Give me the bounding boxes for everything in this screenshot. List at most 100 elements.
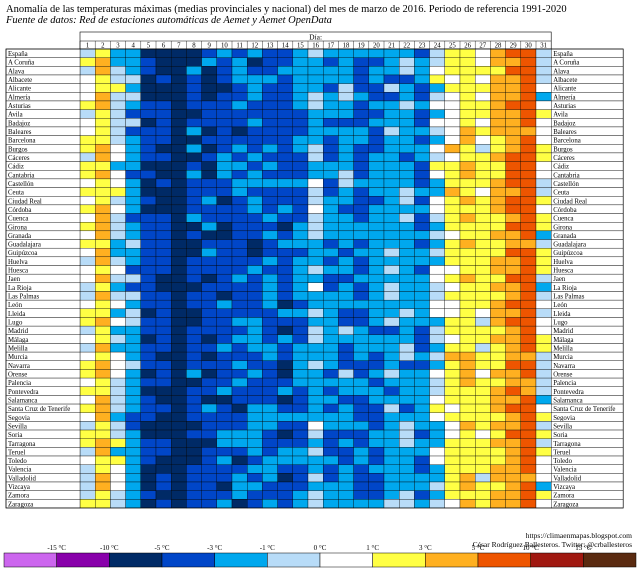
row-label-left: Santa Cruz de Tenerife — [8, 406, 70, 413]
legend-swatch — [425, 552, 479, 568]
day-label: 1 — [86, 42, 89, 49]
row-label-left: Ceuta — [8, 190, 24, 197]
day-axis-label: Día: — [309, 33, 322, 42]
row-label-left: Baleares — [8, 129, 32, 136]
row-label-right: Barcelona — [553, 138, 581, 145]
legend-tick-label: 0 °C — [314, 544, 327, 552]
row-label-right: Jaen — [553, 276, 566, 283]
row-label-right: Navarra — [553, 363, 575, 370]
row-label-left: Cáceres — [8, 155, 30, 162]
row-label-right: Girona — [553, 224, 572, 231]
row-label-right: Lugo — [553, 320, 568, 327]
row-label-left: Zamora — [8, 493, 29, 500]
row-label-left: Jaen — [8, 276, 21, 283]
day-label: 22 — [403, 42, 410, 49]
row-label-left: Cuenca — [8, 216, 28, 223]
day-label: 18 — [343, 42, 350, 49]
legend-tick-label: -5 °C — [154, 544, 169, 552]
row-label-right: Santa Cruz de Tenerife — [553, 406, 615, 413]
legend-tick-label: -3 °C — [207, 544, 222, 552]
row-label-right: España — [553, 51, 573, 58]
row-label-right: Las Palmas — [553, 294, 585, 301]
row-label-right: Murcia — [553, 354, 573, 361]
row-label-left: Teruel — [8, 449, 25, 456]
day-label: 7 — [177, 42, 181, 49]
day-label: 23 — [419, 42, 426, 49]
legend-swatch — [56, 552, 110, 568]
row-label-right: Huesca — [553, 268, 573, 275]
row-label-right: Palencia — [553, 380, 576, 387]
legend-swatch — [319, 552, 373, 568]
row-label-right: Cantabria — [553, 172, 579, 179]
row-label-left: Cantabria — [8, 172, 34, 179]
row-label-left: Las Palmas — [8, 294, 40, 301]
day-label: 15 — [297, 42, 304, 49]
day-label: 8 — [192, 42, 196, 49]
row-label-left: Vizcaya — [8, 484, 30, 491]
row-label-right: Ceuta — [553, 190, 569, 197]
day-label: 13 — [267, 42, 274, 49]
legend-tick-label: 1 °C — [366, 544, 379, 552]
row-label-left: Badajoz — [8, 120, 30, 127]
row-label-right: Guipúzcoa — [553, 250, 582, 257]
row-label-right: Cádiz — [553, 164, 569, 171]
legend-tick-label: -15 °C — [47, 544, 66, 552]
row-label-left: Tarragona — [8, 441, 35, 448]
row-label-left: Sevilla — [8, 423, 27, 430]
legend-swatch — [583, 552, 637, 568]
day-label: 11 — [236, 42, 243, 49]
row-label-left: Orense — [8, 371, 27, 378]
row-label-left: Salamanca — [8, 397, 37, 404]
row-label-left: Barcelona — [8, 138, 36, 145]
row-label-right: Málaga — [553, 337, 573, 344]
row-label-left: León — [8, 302, 23, 309]
row-label-left: La Rioja — [8, 285, 32, 292]
day-label: 26 — [464, 42, 471, 49]
legend-swatch — [3, 552, 57, 568]
row-label-right: Pontevedra — [553, 389, 584, 396]
day-label: 29 — [510, 42, 517, 49]
row-label-right: Granada — [553, 233, 576, 240]
legend-swatch — [267, 552, 321, 568]
day-label: 10 — [221, 42, 228, 49]
row-label-right: Badajoz — [553, 120, 575, 127]
grid-frame — [5, 48, 624, 509]
day-label: 16 — [312, 42, 319, 49]
day-label: 31 — [540, 42, 547, 49]
legend-swatch — [161, 552, 215, 568]
row-label-left: Girona — [8, 224, 27, 231]
row-label-left: Madrid — [8, 328, 29, 335]
row-label-left: Málaga — [8, 337, 28, 344]
row-label-left: Pontevedra — [8, 389, 39, 396]
row-label-left: Lugo — [8, 320, 23, 327]
row-label-right: Córdoba — [553, 207, 576, 214]
row-label-left: Ciudad Real — [8, 198, 42, 205]
row-label-right: Salamanca — [553, 397, 582, 404]
day-label: 24 — [434, 42, 441, 49]
row-label-left: Lleida — [8, 311, 25, 318]
row-label-right: Tarragona — [553, 441, 580, 448]
row-label-right: Castellón — [553, 181, 579, 188]
day-label: 3 — [116, 42, 120, 49]
row-label-right: Valladolid — [553, 475, 582, 482]
row-label-right: Alava — [553, 68, 569, 75]
day-label: 6 — [162, 42, 166, 49]
row-label-left: Burgos — [8, 146, 28, 153]
row-label-left: Toledo — [8, 458, 27, 465]
legend-swatch — [109, 552, 163, 568]
row-label-left: Alicante — [8, 86, 31, 93]
row-label-left: Guipúzcoa — [8, 250, 37, 257]
legend-tick-label: 5 °C — [472, 544, 485, 552]
row-label-right: Soria — [553, 432, 567, 439]
day-label: 2 — [101, 42, 105, 49]
row-label-left: Alava — [8, 68, 24, 75]
day-label: 5 — [147, 42, 151, 49]
row-label-left: Soria — [8, 432, 22, 439]
row-label-right: Teruel — [553, 449, 570, 456]
chart-subtitle: Fuente de datos: Red de estaciones autom… — [6, 15, 332, 26]
row-label-left: Córdoba — [8, 207, 31, 214]
legend-tick-label: -10 °C — [100, 544, 119, 552]
row-label-right: Segovia — [553, 415, 575, 422]
legend-tick-label: -1 °C — [260, 544, 275, 552]
